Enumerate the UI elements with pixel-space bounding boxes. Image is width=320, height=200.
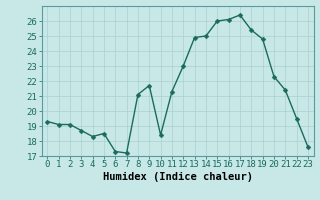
X-axis label: Humidex (Indice chaleur): Humidex (Indice chaleur) <box>103 172 252 182</box>
